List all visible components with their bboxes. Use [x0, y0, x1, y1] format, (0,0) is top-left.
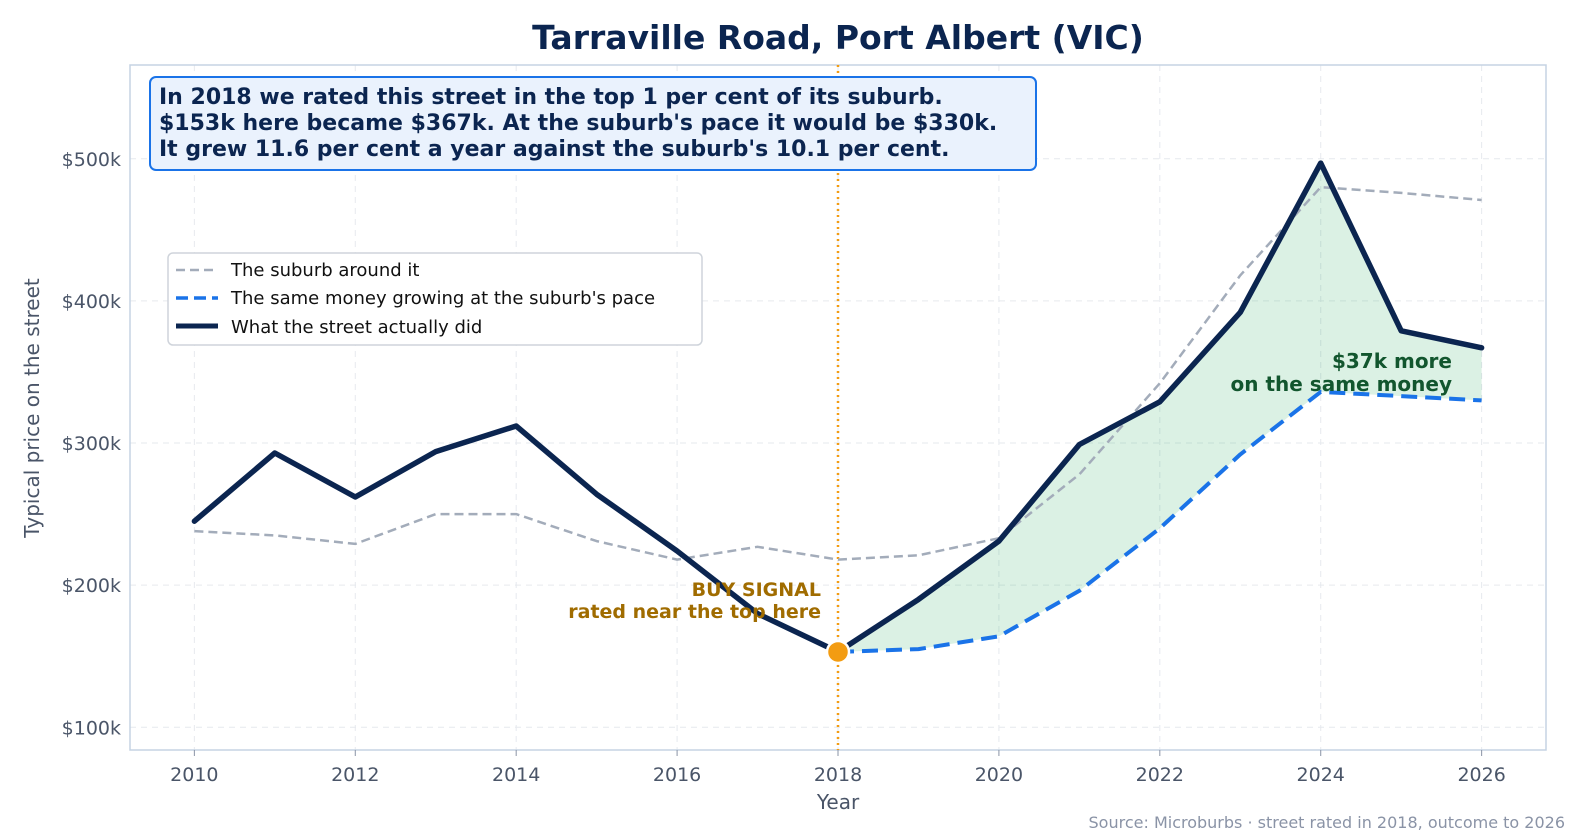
suburb-pace-line — [837, 389, 1482, 654]
buy-signal-marker — [825, 639, 851, 665]
x-tick-label: 2012 — [331, 764, 379, 786]
x-axis-title: Year — [816, 790, 860, 814]
info-box: In 2018 we rated this street in the top … — [149, 76, 1037, 171]
info-line-2: $153k here became $367k. At the suburb's… — [159, 111, 997, 136]
gain-annotation-amount: $37k more — [1332, 349, 1452, 373]
y-tick-label: $200k — [62, 575, 121, 597]
gain-annotation-text: on the same money — [1231, 372, 1452, 396]
y-tick-label: $300k — [62, 433, 121, 455]
x-tick-label: 2018 — [814, 764, 862, 786]
x-tick-label: 2022 — [1136, 764, 1184, 786]
legend-label-street: What the street actually did — [231, 317, 482, 338]
y-tick-label: $500k — [62, 149, 121, 171]
x-tick-label: 2016 — [653, 764, 701, 786]
outperformance-area — [838, 163, 1482, 652]
x-tick-label: 2020 — [975, 764, 1023, 786]
y-axis-title: Typical price on the street — [20, 278, 44, 539]
source-note: Source: Microburbs · street rated in 201… — [1089, 813, 1565, 832]
y-axis-ticks: $100k $200k $300k $400k $500k — [62, 149, 121, 739]
x-tick-label: 2010 — [170, 764, 218, 786]
info-line-3: It grew 11.6 per cent a year against the… — [159, 137, 949, 162]
y-tick-label: $100k — [62, 717, 121, 739]
legend: The suburb around it The same money grow… — [167, 252, 703, 346]
buy-signal-sublabel: rated near the top here — [568, 601, 821, 623]
info-line-1: In 2018 we rated this street in the top … — [159, 85, 943, 110]
legend-frame — [167, 252, 703, 346]
legend-label-suburb-pace: The same money growing at the suburb's p… — [230, 288, 655, 309]
x-tick-label: 2026 — [1457, 764, 1505, 786]
x-tick-label: 2024 — [1297, 764, 1345, 786]
buy-signal-label: BUY SIGNAL — [692, 579, 821, 601]
x-axis-ticks: 2010 2012 2014 2016 2018 2020 2022 2024 2026 — [170, 750, 1506, 786]
x-tick-label: 2014 — [492, 764, 540, 786]
info-box-frame — [149, 76, 1037, 171]
suburb-line — [194, 185, 1482, 561]
y-tick-label: $400k — [62, 291, 121, 313]
chart-title: Tarraville Road, Port Albert (VIC) — [532, 18, 1144, 57]
legend-label-suburb: The suburb around it — [230, 260, 419, 281]
